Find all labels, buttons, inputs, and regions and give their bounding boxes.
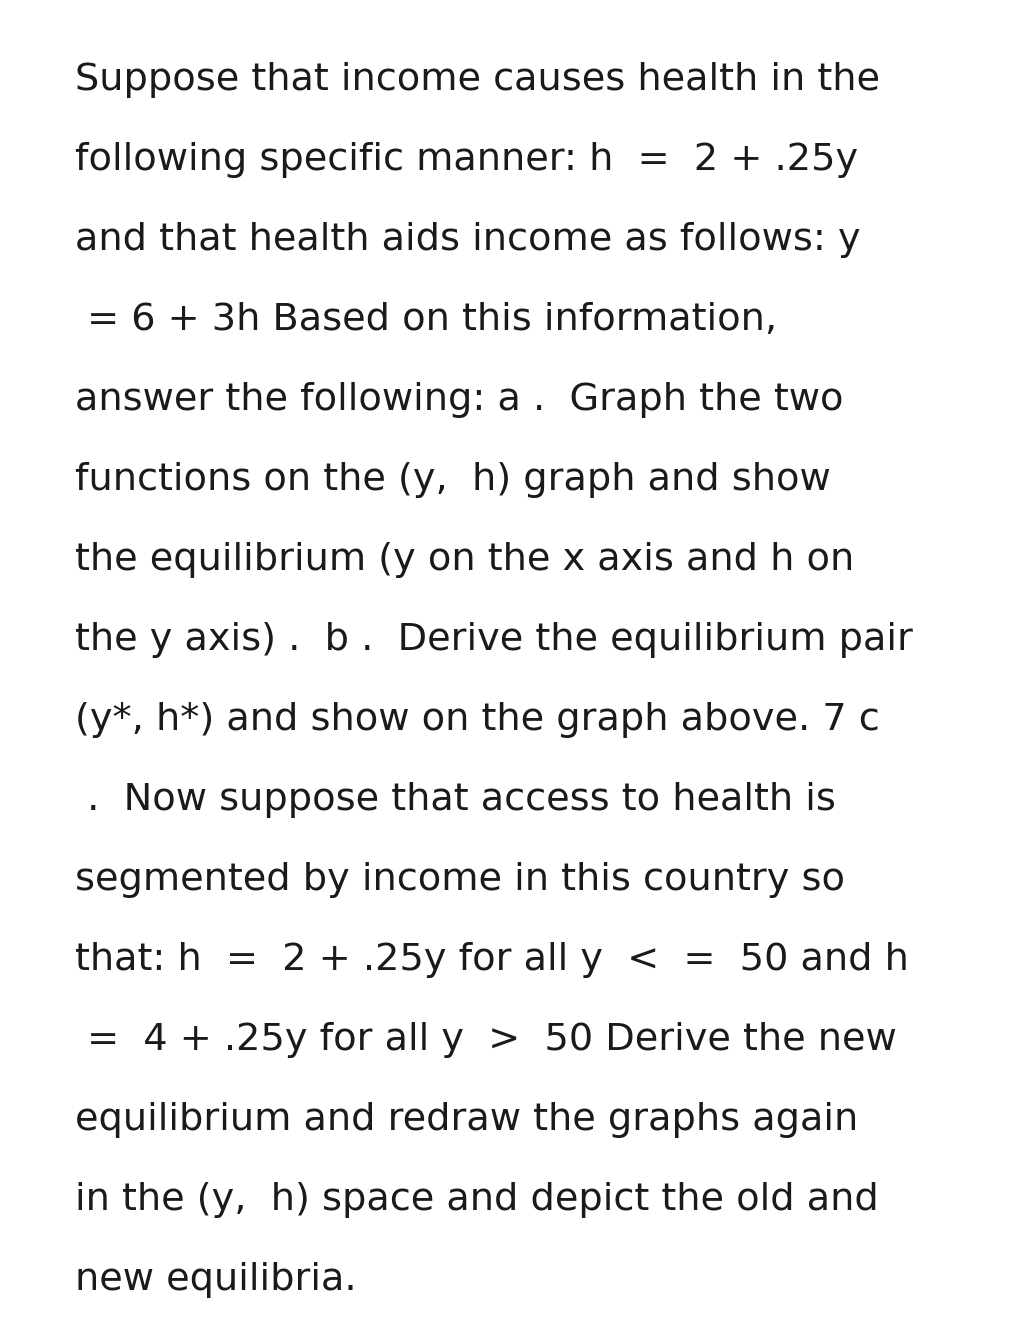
Text: following specific manner: h  =  2 + .25y: following specific manner: h = 2 + .25y: [75, 141, 858, 178]
Text: =  4 + .25y for all y  >  50 Derive the new: = 4 + .25y for all y > 50 Derive the new: [75, 1022, 897, 1058]
Text: equilibrium and redraw the graphs again: equilibrium and redraw the graphs again: [75, 1103, 858, 1138]
Text: = 6 + 3h Based on this information,: = 6 + 3h Based on this information,: [75, 301, 777, 338]
Text: .  Now suppose that access to health is: . Now suppose that access to health is: [75, 783, 836, 818]
Text: in the (y,  h) space and depict the old and: in the (y, h) space and depict the old a…: [75, 1182, 879, 1218]
Text: Suppose that income causes health in the: Suppose that income causes health in the: [75, 62, 880, 98]
Text: (y*, h*) and show on the graph above. 7 c: (y*, h*) and show on the graph above. 7 …: [75, 702, 880, 738]
Text: segmented by income in this country so: segmented by income in this country so: [75, 862, 845, 898]
Text: that: h  =  2 + .25y for all y  <  =  50 and h: that: h = 2 + .25y for all y < = 50 and …: [75, 943, 909, 978]
Text: the equilibrium (y on the x axis and h on: the equilibrium (y on the x axis and h o…: [75, 542, 854, 578]
Text: answer the following: a .  Graph the two: answer the following: a . Graph the two: [75, 382, 844, 418]
Text: functions on the (y,  h) graph and show: functions on the (y, h) graph and show: [75, 461, 830, 498]
Text: new equilibria.: new equilibria.: [75, 1263, 356, 1298]
Text: and that health aids income as follows: y: and that health aids income as follows: …: [75, 222, 860, 258]
Text: the y axis) .  b .  Derive the equilibrium pair: the y axis) . b . Derive the equilibrium…: [75, 621, 912, 658]
